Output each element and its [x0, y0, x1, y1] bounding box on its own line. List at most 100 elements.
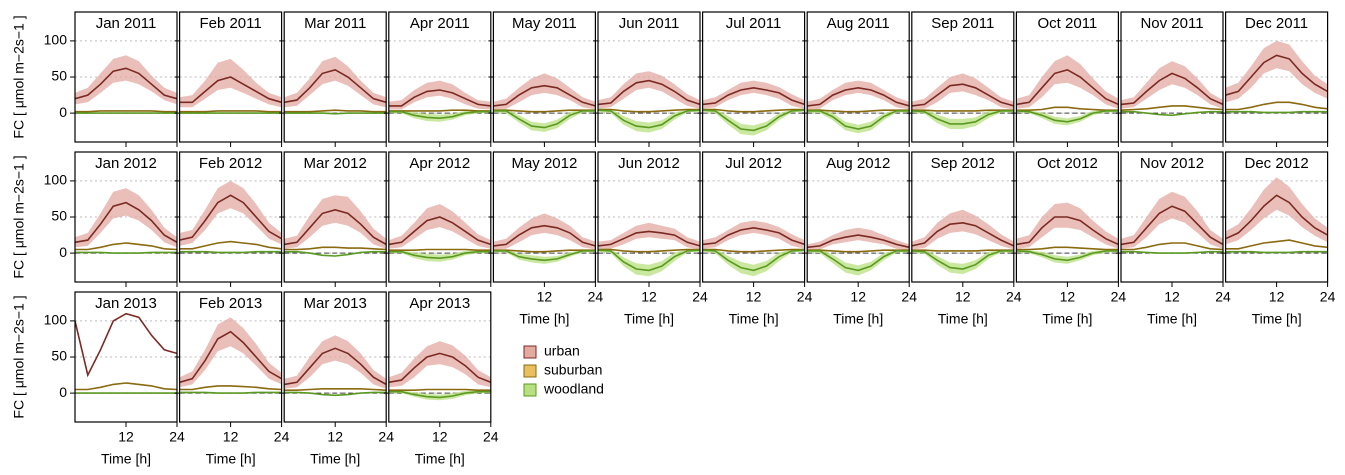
data-layer — [702, 80, 805, 136]
series-line — [1016, 250, 1119, 262]
band — [702, 108, 805, 136]
series-line — [493, 110, 596, 129]
series-line — [807, 110, 910, 130]
y-tick-label: 100 — [44, 172, 68, 188]
data-layer — [284, 56, 387, 115]
band — [807, 248, 910, 276]
series-line — [702, 248, 805, 253]
data-layer — [911, 73, 1014, 129]
series-line — [1121, 72, 1223, 106]
y-tick-label: 100 — [44, 32, 68, 48]
panel: Oct 2012 12 24 Time [h] — [1011, 151, 1126, 327]
data-layer — [598, 222, 700, 277]
panel-title: Aug 2011 — [827, 15, 890, 32]
series-line — [179, 194, 282, 241]
series-line — [1225, 250, 1328, 254]
x-tick-label: 24 — [483, 429, 499, 445]
series-line — [1016, 68, 1119, 106]
panel: 0 50 100 Jan 2011 FC [ μmol m−2s−1 ] — [11, 11, 178, 147]
panel-title: Feb 2012 — [199, 155, 262, 172]
x-axis-label: Time [h] — [729, 311, 779, 327]
x-tick-label: 12 — [432, 429, 448, 445]
x-tick-label: 12 — [1164, 289, 1180, 305]
data-layer — [1016, 202, 1119, 264]
series-line — [493, 224, 596, 247]
panel: Jun 2012 12 24 Time [h] — [593, 151, 708, 327]
series-line — [702, 86, 805, 106]
series-line — [702, 109, 805, 132]
series-line — [179, 391, 282, 394]
series-line — [1225, 54, 1328, 96]
x-tick-label: 12 — [223, 429, 239, 445]
x-tick-label: 12 — [955, 289, 971, 305]
x-tick-label: 12 — [1060, 289, 1076, 305]
x-tick-label: 24 — [1320, 289, 1336, 305]
panel: Jul 2012 12 24 Time [h] — [697, 151, 813, 327]
data-layer — [179, 58, 282, 114]
x-tick-label: 24 — [169, 429, 185, 445]
series-line — [75, 110, 177, 113]
x-tick-label: 24 — [274, 429, 290, 445]
series-line — [911, 249, 1014, 252]
series-line — [388, 390, 491, 399]
legend-swatch — [523, 383, 537, 397]
data-layer — [702, 220, 805, 277]
panel: Jun 2011 — [593, 11, 701, 147]
data-layer — [911, 209, 1014, 275]
data-layer — [807, 80, 910, 134]
series-line — [284, 208, 387, 246]
x-axis-label: Time [h] — [206, 451, 256, 467]
x-tick-label: 24 — [797, 289, 813, 305]
band — [598, 222, 700, 250]
panel-title: Mar 2013 — [304, 295, 367, 312]
panel: 0 50 100 Jan 2012 FC [ μmol m−2s−1 ] — [11, 151, 178, 287]
legend: urban suburban woodland — [523, 343, 604, 397]
series-line — [702, 226, 805, 246]
x-axis-label: Time [h] — [624, 311, 674, 327]
data-layer — [388, 341, 491, 401]
data-layer — [284, 195, 387, 257]
panel: Aug 2012 12 24 Time [h] — [802, 151, 917, 327]
series-line — [179, 330, 282, 384]
x-tick-label: 12 — [537, 289, 553, 305]
series-line — [388, 89, 491, 107]
series-line — [75, 312, 177, 378]
band — [388, 204, 491, 249]
band — [702, 220, 805, 249]
x-tick-label: 12 — [327, 429, 343, 445]
panel: Apr 2013 12 24 Time [h] — [383, 291, 499, 467]
data-layer — [75, 55, 177, 114]
x-axis-label: Time [h] — [1252, 311, 1302, 327]
y-tick-label: 100 — [44, 312, 68, 328]
band — [598, 71, 700, 109]
series-line — [1225, 194, 1328, 240]
band — [1225, 40, 1328, 103]
data-layer — [75, 188, 177, 254]
data-layer — [1225, 40, 1328, 114]
series-line — [807, 234, 910, 249]
panel-title: Apr 2013 — [409, 295, 470, 312]
series-line — [1016, 246, 1119, 251]
band — [284, 56, 387, 108]
panel-title: Jun 2011 — [619, 15, 680, 32]
band — [493, 213, 596, 250]
data-layer — [179, 317, 282, 394]
panel: May 2011 — [488, 11, 596, 147]
series-line — [598, 230, 700, 247]
panel-title: Apr 2012 — [409, 155, 470, 172]
data-layer — [1121, 191, 1223, 254]
panel-title: Jun 2012 — [618, 155, 680, 172]
series-line — [807, 109, 910, 113]
series-line — [807, 250, 910, 272]
x-tick-label: 24 — [378, 429, 394, 445]
band — [911, 209, 1014, 250]
y-axis-label: FC [ μmol m−2s−1 ] — [11, 155, 27, 278]
panel: Feb 2012 — [174, 151, 283, 287]
panel-title: Aug 2012 — [826, 155, 890, 172]
band — [179, 180, 282, 246]
panel-title: Feb 2013 — [199, 295, 262, 312]
series-line — [493, 84, 596, 107]
panel-title: Nov 2012 — [1140, 155, 1204, 172]
panel: Mar 2012 — [279, 151, 387, 287]
band — [702, 80, 805, 109]
